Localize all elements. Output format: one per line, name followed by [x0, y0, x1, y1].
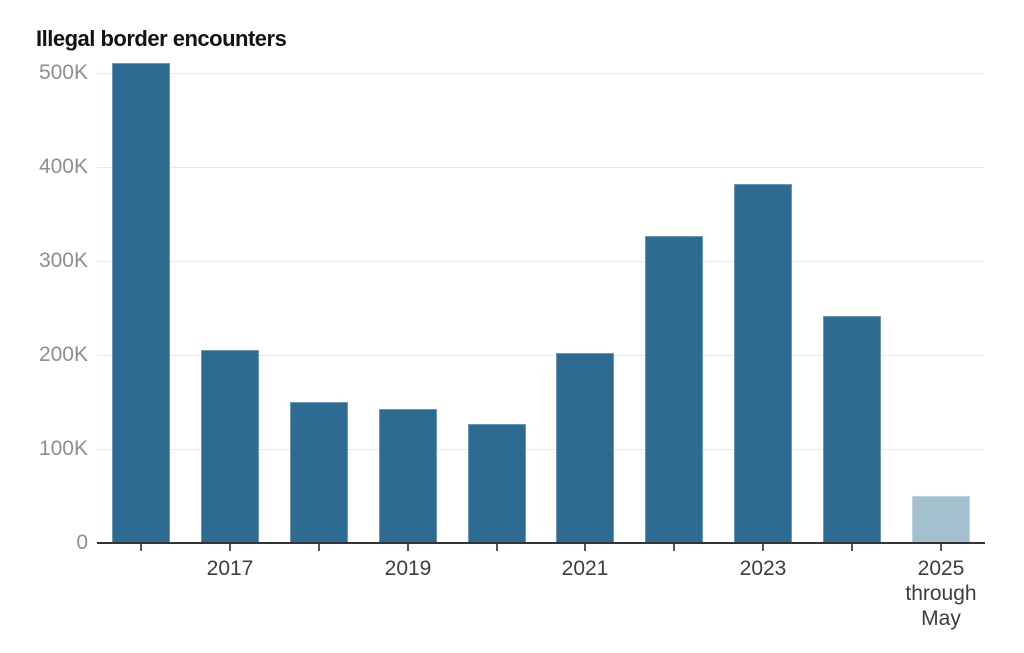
gridline-100k — [97, 449, 985, 450]
chart-title: Illegal border encounters — [36, 26, 287, 51]
x-tick-mark-2022 — [673, 544, 675, 551]
y-tick-label-200k: 200K — [38, 343, 88, 366]
bar-2022 — [645, 236, 703, 543]
x-tick-mark-2024 — [851, 544, 853, 551]
x-tick-mark-2018 — [318, 544, 320, 551]
x-axis-line — [97, 542, 985, 544]
x-tick-mark-2020 — [496, 544, 498, 551]
bar-2019 — [379, 409, 437, 543]
bar-2016 — [112, 63, 170, 543]
y-tick-label-0: 0 — [76, 531, 88, 554]
gridline-300k — [97, 261, 985, 262]
x-tick-mark-2016 — [140, 544, 142, 551]
bar-2017 — [201, 350, 259, 543]
bar-2020 — [468, 424, 526, 543]
bar-2021 — [556, 353, 614, 543]
y-tick-label-400k: 400K — [38, 155, 88, 178]
bar-2025 — [912, 496, 970, 543]
bar-2018 — [290, 402, 348, 543]
y-tick-label-500k: 500K — [38, 61, 88, 84]
x-tick-label-2021: 2021 — [561, 557, 609, 580]
gridline-400k — [97, 167, 985, 168]
x-tick-mark-2017 — [229, 544, 231, 551]
bar-2023 — [734, 184, 792, 543]
gridline-500k — [97, 73, 985, 74]
y-tick-label-100k: 100K — [38, 437, 88, 460]
x-tick-mark-2019 — [407, 544, 409, 551]
gridline-200k — [97, 355, 985, 356]
bar-2024 — [823, 316, 881, 543]
x-tick-mark-2023 — [762, 544, 764, 551]
x-tick-mark-2025 — [940, 544, 942, 551]
x-tick-label-2023: 2023 — [739, 557, 787, 580]
y-tick-label-300k: 300K — [38, 249, 88, 272]
x-tick-label-2017: 2017 — [206, 557, 254, 580]
x-tick-label-2019: 2019 — [384, 557, 432, 580]
x-tick-label-2025: 2025 through May — [905, 557, 977, 630]
x-tick-mark-2021 — [584, 544, 586, 551]
